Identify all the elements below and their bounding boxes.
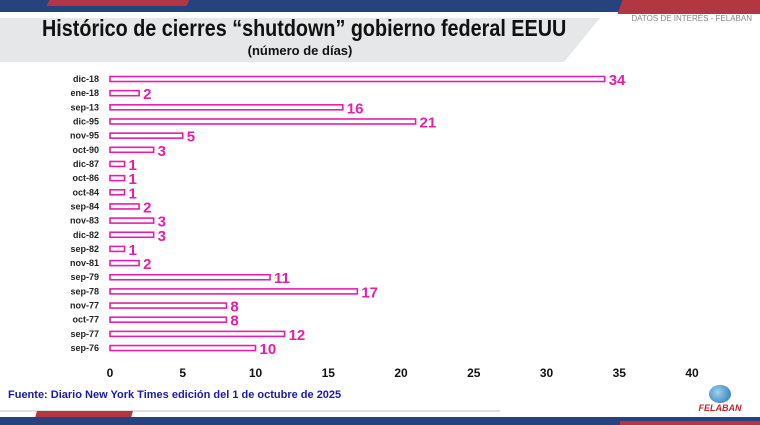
bar	[109, 160, 126, 168]
data-label: 8	[230, 299, 238, 316]
bar	[109, 344, 257, 352]
data-label: 2	[143, 199, 151, 216]
footer-accent-right	[620, 421, 760, 425]
bar	[109, 273, 271, 281]
data-label: 17	[361, 284, 378, 301]
category-label: sep-79	[70, 272, 99, 282]
data-label: 34	[609, 72, 626, 89]
category-label: nov-95	[70, 131, 99, 141]
category-label: oct-84	[72, 187, 99, 197]
data-label: 2	[143, 256, 151, 273]
data-label: 12	[289, 327, 306, 344]
category-label: oct-86	[72, 173, 99, 183]
x-tick-label: 25	[467, 366, 481, 380]
bar	[109, 203, 140, 210]
title-banner	[0, 18, 600, 62]
bar	[109, 75, 606, 83]
category-label: sep-84	[70, 201, 99, 211]
section-tag: DATOS DE INTERÉS - FELABAN	[631, 14, 752, 23]
felaban-logo: FELABAN	[692, 385, 748, 415]
bar	[109, 104, 344, 111]
category-label: nov-77	[70, 301, 99, 311]
data-label: 1	[129, 157, 137, 174]
bar	[109, 217, 155, 224]
bar	[109, 330, 286, 338]
footer-line	[0, 410, 500, 412]
category-label: sep-82	[70, 244, 99, 254]
category-label: ene-18	[70, 88, 99, 98]
source-note: Fuente: Diario New York Times edición de…	[8, 389, 342, 401]
category-label: dic-18	[73, 74, 99, 84]
category-label: dic-82	[73, 230, 99, 240]
data-label: 1	[129, 185, 137, 202]
bar	[109, 231, 155, 239]
data-label: 1	[129, 171, 137, 188]
x-tick-label: 40	[685, 366, 699, 380]
bar	[109, 146, 155, 154]
category-label: sep-78	[70, 286, 99, 296]
category-label: dic-95	[73, 116, 99, 126]
data-label: 3	[158, 214, 166, 231]
category-label: oct-77	[72, 315, 99, 325]
logo-text: FELABAN	[698, 403, 742, 413]
page-title: Histórico de cierres “shutdown” gobierno…	[42, 15, 567, 41]
x-tick-label: 10	[249, 366, 263, 380]
category-label: sep-13	[70, 102, 99, 112]
data-label: 3	[158, 143, 166, 160]
bar	[109, 288, 359, 295]
bar	[109, 302, 228, 309]
category-label: oct-90	[72, 145, 99, 155]
x-tick-label: 30	[540, 366, 554, 380]
data-label: 10	[260, 341, 277, 358]
data-label: 3	[158, 228, 166, 245]
category-label: dic-87	[73, 159, 99, 169]
x-tick-label: 5	[179, 366, 186, 380]
x-tick-label: 15	[322, 366, 336, 380]
data-label: 1	[129, 242, 137, 259]
bar	[109, 174, 126, 182]
data-label: 16	[347, 100, 364, 117]
bar	[109, 245, 126, 253]
top-bar	[0, 0, 760, 12]
bar	[109, 118, 417, 125]
data-label: 8	[230, 313, 238, 330]
x-tick-label: 35	[613, 366, 627, 380]
bar	[109, 259, 140, 267]
footer-bar	[0, 417, 760, 425]
x-tick-label: 0	[107, 366, 114, 380]
category-label: nov-81	[70, 258, 99, 268]
category-label: sep-77	[70, 329, 99, 339]
data-label: 11	[274, 270, 290, 287]
page-subtitle: (número de días)	[247, 43, 353, 58]
bar	[109, 188, 126, 196]
globe-icon	[709, 385, 731, 403]
data-label: 21	[420, 114, 437, 131]
x-tick-label: 20	[394, 366, 408, 380]
bar	[109, 89, 140, 97]
bar	[109, 132, 184, 139]
data-label: 2	[143, 86, 151, 103]
data-label: 5	[187, 129, 195, 146]
category-label: sep-76	[70, 343, 99, 353]
category-label: nov-83	[70, 216, 99, 226]
bar	[109, 316, 228, 324]
